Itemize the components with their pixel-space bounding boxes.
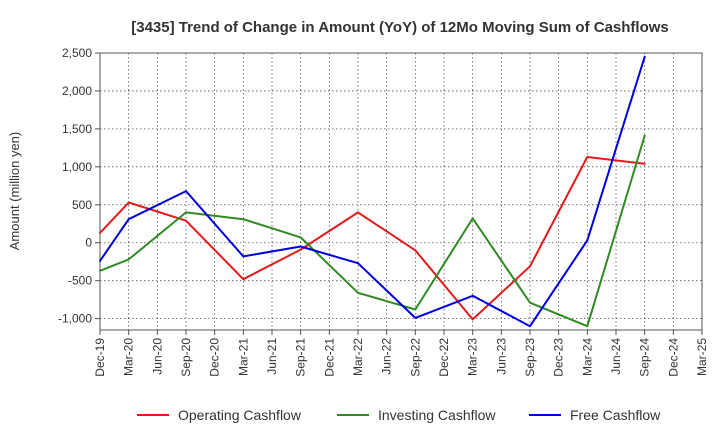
series-line-free-cashflow (99, 55, 646, 328)
x-tick-label: Dec-19 (93, 338, 107, 377)
x-tick-label: Sep-24 (638, 338, 652, 377)
y-tick-label: 1,000 (62, 160, 92, 174)
x-tick-label: Jun-24 (609, 338, 623, 375)
series-line-investing-cashflow (99, 134, 646, 328)
chart-title: [3435] Trend of Change in Amount (YoY) o… (131, 19, 669, 36)
grid (99, 52, 703, 331)
x-tick-label: Dec-24 (666, 338, 680, 377)
y-tick-label: 2,000 (62, 84, 92, 98)
legend: Operating Cashflow Investing Cashflow Free… (137, 407, 661, 423)
x-tick-label: Dec-20 (208, 338, 222, 377)
x-tick-label: Mar-24 (580, 338, 594, 376)
legend-label: Free Cashflow (570, 407, 661, 423)
plot-area (99, 52, 703, 331)
y-tick-label: 0 (85, 236, 92, 250)
y-axis-label: Amount (million yen) (7, 132, 22, 251)
series-line-operating-cashflow (99, 156, 646, 321)
y-tick-label: 2,500 (62, 46, 92, 60)
x-tick-label: Sep-22 (408, 338, 422, 377)
x-tick-label: Mar-25 (695, 338, 709, 376)
x-tick-label: Sep-20 (179, 338, 193, 377)
x-tick-label: Jun-23 (494, 338, 508, 375)
y-tick-label: -500 (68, 274, 92, 288)
x-tick-label: Jun-22 (380, 338, 394, 375)
y-tick-label: 1,500 (62, 122, 92, 136)
legend-label: Operating Cashflow (178, 407, 302, 423)
x-tick-label: Mar-21 (236, 338, 250, 376)
x-tick-label: Jun-21 (265, 338, 279, 375)
x-tick-label: Dec-23 (552, 338, 566, 377)
x-tick-label: Mar-23 (466, 338, 480, 376)
x-tick-label: Jun-20 (150, 338, 164, 375)
y-tick-label: 500 (72, 198, 92, 212)
x-tick-label: Mar-22 (351, 338, 365, 376)
x-tick-label: Mar-20 (122, 338, 136, 376)
series-lines (99, 55, 646, 328)
x-tick-label: Dec-22 (437, 338, 451, 377)
legend-label: Investing Cashflow (378, 407, 496, 423)
x-tick-label: Sep-21 (294, 338, 308, 377)
axes: 2,500 2,000 1,500 1,000 500 0 -500 -1,000Dec-19… (58, 46, 709, 377)
x-tick-label: Dec-21 (322, 338, 336, 377)
y-tick-label: -1,000 (58, 312, 92, 326)
x-tick-label: Sep-23 (523, 338, 537, 377)
